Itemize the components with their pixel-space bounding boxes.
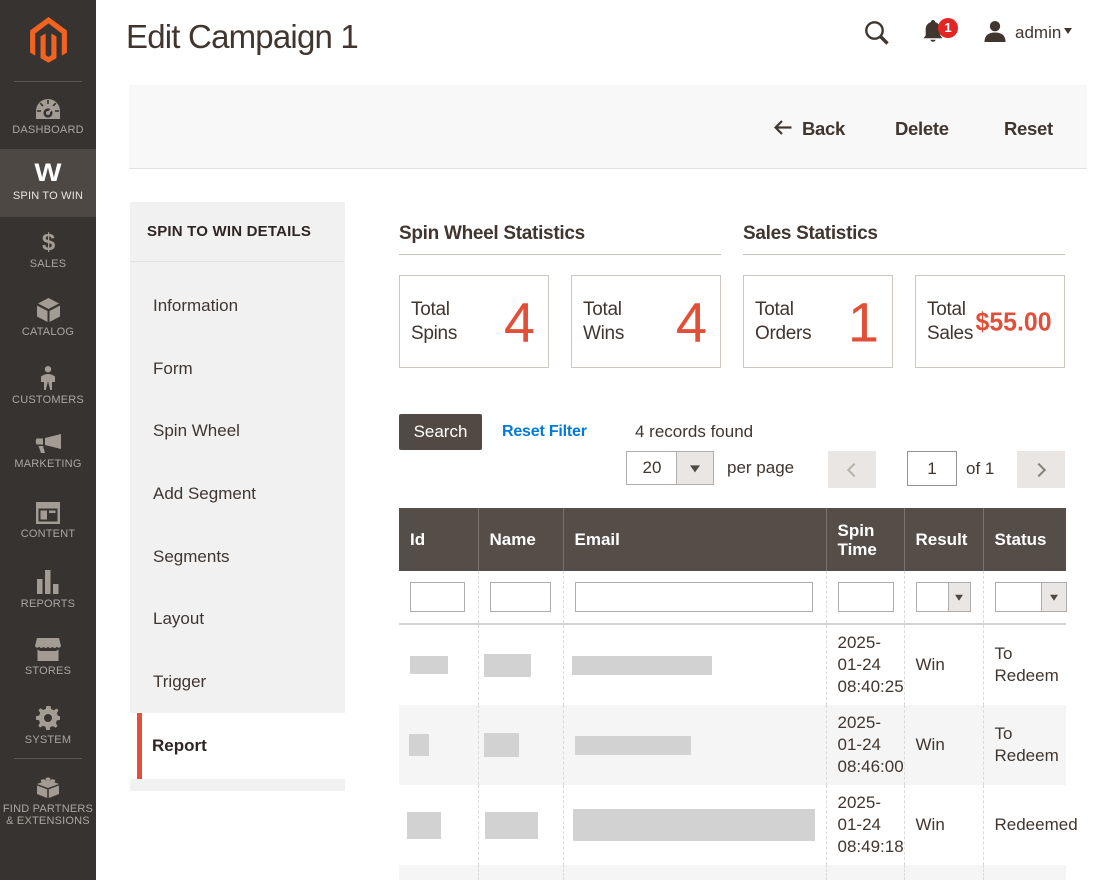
svg-text:$: $ — [41, 230, 55, 254]
